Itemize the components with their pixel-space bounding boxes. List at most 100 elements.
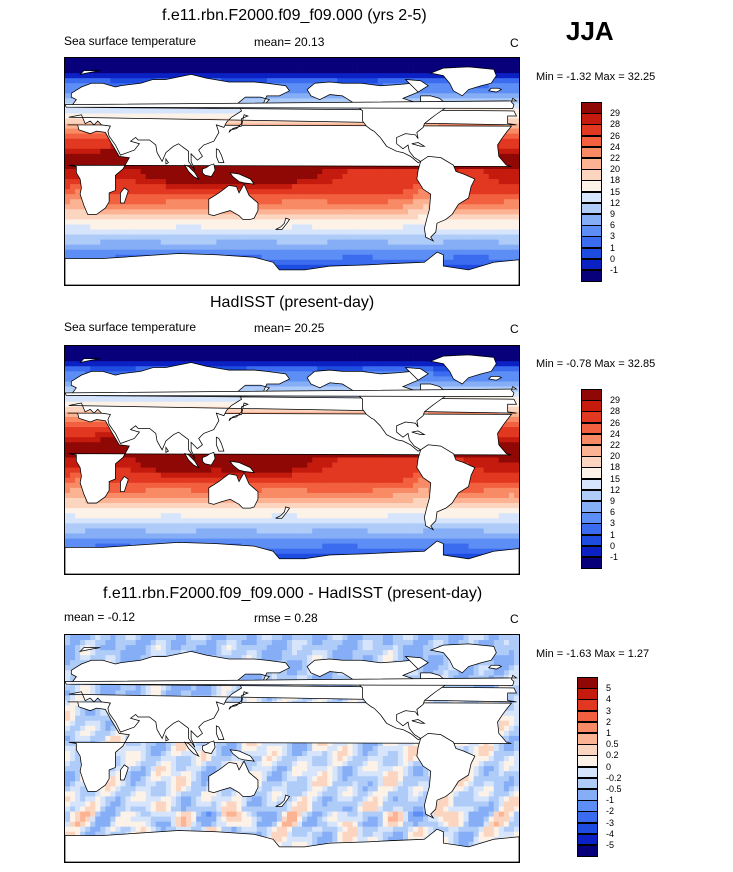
field-cell <box>70 457 76 463</box>
field-cell <box>140 533 147 539</box>
field-cell <box>181 194 187 200</box>
field-cell <box>276 214 283 220</box>
field-cell <box>160 239 167 246</box>
field-cell <box>90 437 96 443</box>
field-cell <box>191 214 197 220</box>
field-cell <box>135 249 142 256</box>
field-cell <box>483 179 490 185</box>
field-cell <box>165 73 172 79</box>
field-cell <box>493 194 500 200</box>
field-cell <box>105 503 111 509</box>
field-cell <box>286 78 293 84</box>
field-cell <box>160 73 167 79</box>
field-cell <box>498 58 505 64</box>
field-cell <box>322 68 328 74</box>
field-cell <box>367 73 374 79</box>
field-cell <box>155 68 162 74</box>
field-cell <box>105 63 111 69</box>
field-cell <box>357 239 364 246</box>
field-cell <box>337 78 343 84</box>
field-cell <box>362 214 369 220</box>
field-cell <box>377 179 384 185</box>
colorbar-tick-label: 28 <box>610 119 621 130</box>
field-cell <box>105 523 111 529</box>
field-cell <box>256 254 263 261</box>
field-cell <box>110 508 116 514</box>
field-cell <box>342 234 348 240</box>
field-cell <box>236 219 242 225</box>
field-cell <box>261 239 268 246</box>
field-cell <box>70 528 76 534</box>
field-cell <box>130 533 137 539</box>
land-polygon <box>404 78 429 93</box>
field-cell <box>170 219 177 225</box>
field-cell <box>271 179 278 185</box>
field-cell <box>160 351 167 357</box>
field-cell <box>100 63 106 69</box>
field-cell <box>140 179 147 185</box>
field-cell <box>120 244 126 251</box>
field-cell <box>463 199 469 205</box>
field-cell <box>135 234 142 240</box>
field-cell <box>503 174 510 180</box>
field-cell <box>75 224 81 230</box>
field-cell <box>80 209 86 215</box>
field-cell <box>337 174 343 180</box>
field-cell <box>513 214 519 220</box>
field-cell <box>80 234 86 240</box>
field-cell <box>312 224 318 230</box>
field-cell <box>226 73 232 79</box>
field-cell <box>397 209 404 215</box>
field-cell <box>120 58 126 64</box>
field-cell <box>448 259 454 266</box>
field-cell <box>297 239 303 246</box>
field-cell <box>307 194 313 200</box>
field-cell <box>377 58 384 64</box>
field-cell <box>488 259 495 266</box>
field-cell <box>382 214 389 220</box>
field-cell <box>513 189 519 195</box>
field-cell <box>413 224 419 230</box>
field-cell <box>150 356 157 362</box>
field-cell <box>120 108 126 114</box>
field-cell <box>100 533 106 539</box>
field-cell <box>256 229 263 235</box>
field-cell <box>226 219 232 225</box>
field-cell <box>473 219 480 225</box>
field-cell <box>75 209 81 215</box>
field-cell <box>65 63 71 69</box>
field-cell <box>105 58 111 64</box>
panel-1-map-svg <box>65 58 519 285</box>
field-cell <box>327 199 333 205</box>
field-cell <box>312 58 318 64</box>
field-cell <box>292 199 298 205</box>
field-cell <box>307 264 313 271</box>
field-cell <box>251 189 258 195</box>
field-cell <box>170 249 177 256</box>
field-cell <box>130 503 137 509</box>
field-cell <box>155 244 162 251</box>
field-cell <box>75 63 81 69</box>
field-cell <box>145 204 152 210</box>
land-polygon <box>65 251 519 285</box>
field-cell <box>160 168 167 175</box>
field-cell <box>135 498 142 504</box>
field-cell <box>266 254 273 261</box>
field-cell <box>95 249 101 256</box>
field-cell <box>397 78 404 84</box>
field-cell <box>130 204 137 210</box>
field-cell <box>150 523 157 529</box>
field-cell <box>150 68 157 74</box>
field-cell <box>317 259 323 266</box>
field-cell <box>317 174 323 180</box>
field-cell <box>75 472 81 479</box>
field-cell <box>483 204 490 210</box>
field-cell <box>392 244 399 251</box>
field-cell <box>362 199 369 205</box>
field-cell <box>135 467 142 474</box>
field-cell <box>362 249 369 256</box>
field-cell <box>241 58 247 64</box>
field-cell <box>503 83 510 89</box>
field-cell <box>196 73 202 79</box>
field-cell <box>468 249 474 256</box>
